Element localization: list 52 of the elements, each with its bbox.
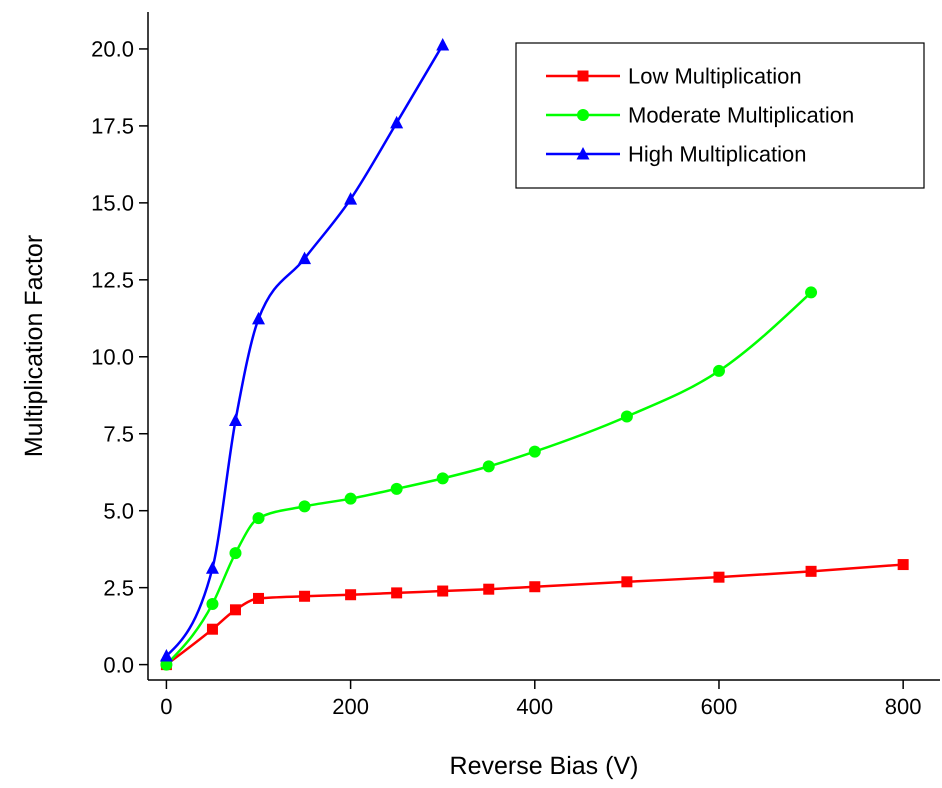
- y-tick-label: 15.0: [91, 190, 134, 216]
- point: [252, 312, 266, 324]
- point: [206, 561, 219, 574]
- x-tick-label: 600: [700, 694, 738, 719]
- y-tick-label: 0.0: [103, 652, 134, 678]
- point: [436, 38, 450, 50]
- point: [390, 482, 403, 495]
- point: [437, 586, 448, 597]
- x-tick-label: 200: [332, 694, 369, 719]
- point: [230, 604, 241, 616]
- point: [528, 446, 541, 458]
- point: [253, 592, 264, 604]
- y-tick-label: 7.5: [103, 421, 134, 446]
- y-tick-label: 10.0: [91, 344, 134, 370]
- legend-label: Moderate Multiplication: [628, 102, 854, 128]
- point: [252, 512, 265, 524]
- y-tick-label: 17.5: [91, 114, 134, 139]
- point: [344, 492, 357, 505]
- point: [806, 566, 817, 577]
- y-tick-label: 5.0: [103, 498, 134, 524]
- point: [345, 589, 356, 600]
- point: [483, 584, 494, 595]
- point: [620, 410, 633, 422]
- point: [529, 581, 540, 592]
- x-axis-title: Reverse Bias (V): [450, 752, 638, 780]
- point: [436, 472, 449, 484]
- point: [805, 286, 818, 298]
- point: [206, 624, 218, 635]
- y-axis-title: Multiplication Factor: [20, 234, 48, 458]
- x-tick-label: 800: [884, 694, 922, 719]
- y-tick-label: 2.5: [103, 575, 134, 600]
- point: [299, 590, 310, 602]
- point: [482, 460, 495, 472]
- point: [712, 364, 725, 377]
- point: [229, 547, 242, 560]
- legend-label: High Multiplication: [628, 142, 807, 167]
- point: [298, 252, 312, 264]
- y-tick-label: 12.5: [91, 268, 134, 293]
- point: [621, 576, 632, 588]
- point: [206, 598, 218, 610]
- point: [228, 413, 242, 426]
- y-tick-label: 20.0: [91, 36, 134, 62]
- point: [344, 192, 358, 205]
- point: [160, 648, 173, 662]
- point: [390, 116, 404, 128]
- x-tick-label: 400: [516, 694, 554, 719]
- point: [898, 559, 909, 570]
- point: [298, 500, 311, 512]
- point: [391, 587, 402, 598]
- x-tick-label: 0: [160, 694, 173, 719]
- legend-label: Low Multiplication: [628, 64, 802, 89]
- point: [713, 572, 724, 583]
